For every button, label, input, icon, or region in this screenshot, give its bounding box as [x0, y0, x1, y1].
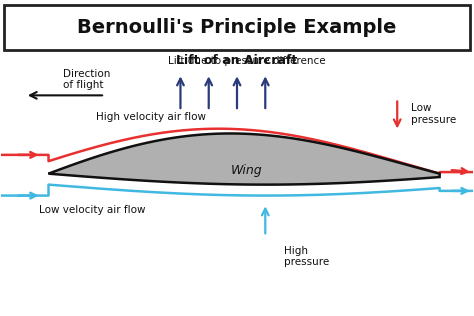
- Text: High
pressure: High pressure: [284, 246, 329, 267]
- Text: Wing: Wing: [231, 164, 262, 177]
- FancyBboxPatch shape: [4, 4, 470, 50]
- Text: High velocity air flow: High velocity air flow: [96, 112, 206, 122]
- Text: Low velocity air flow: Low velocity air flow: [39, 205, 146, 215]
- Text: Lift of an Aircraft: Lift of an Aircraft: [176, 54, 298, 67]
- Text: Bernoulli's Principle Example: Bernoulli's Principle Example: [77, 18, 397, 37]
- Text: Direction
of flight: Direction of flight: [63, 69, 110, 90]
- Text: Lift due to pressure difference: Lift due to pressure difference: [168, 56, 325, 66]
- Text: Low
pressure: Low pressure: [411, 103, 456, 125]
- Polygon shape: [48, 133, 439, 185]
